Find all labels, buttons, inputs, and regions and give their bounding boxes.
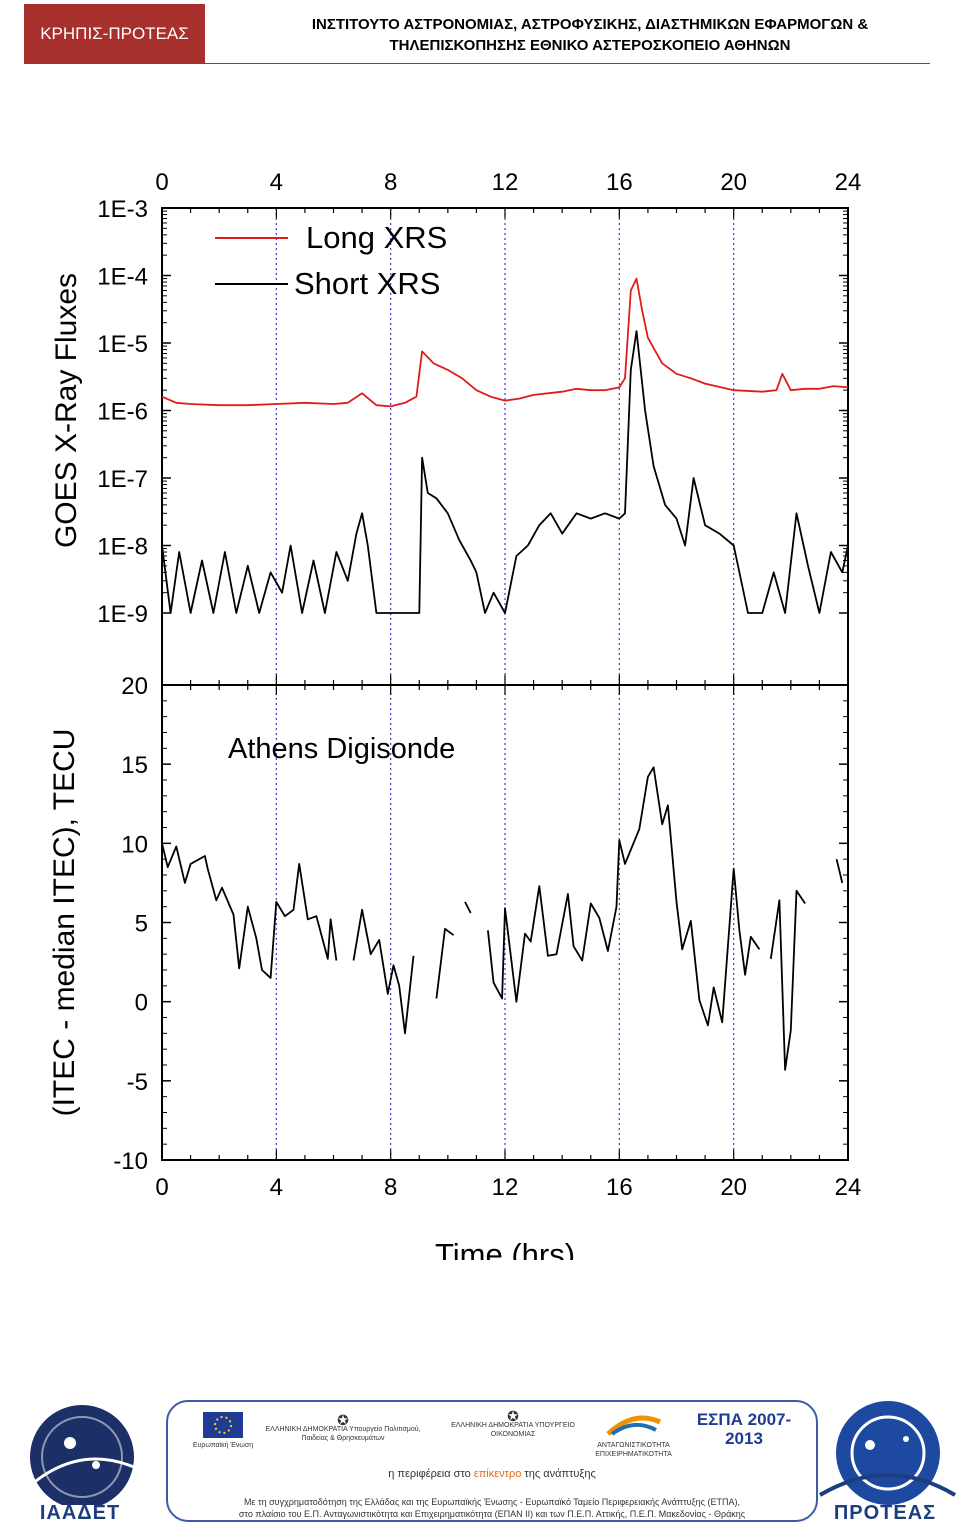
ministry-culture-text: ΕΛΛΗΝΙΚΗ ΔΗΜΟΚΡΑΤΙΑ Υπουργείο Πολιτισμού…: [265, 1426, 421, 1442]
xtick-label-top: 4: [270, 169, 283, 196]
program-logo: ΑΝΤΑΓΩΝΙΣΤΙΚΟΤΗΤΑ ΕΠΙΧΕΙΡΗΜΑΤΙΚΟΤΗΤΑ: [586, 1412, 681, 1459]
xtick-label-top: 24: [835, 169, 862, 196]
xtick-label-top: 12: [492, 169, 519, 196]
ytick-label-top: 1E-7: [97, 466, 148, 493]
xtick-label-top: 8: [384, 169, 397, 196]
tec-segment-1: [352, 908, 415, 1035]
header-divider: [24, 63, 930, 64]
ytick-label-top: 1E-4: [97, 264, 148, 291]
tec-segment-3: [464, 901, 472, 914]
ylabel-bottom: (ITEC - median ITEC), TECU: [48, 729, 81, 1117]
header-title-line1: ΙΝΣΤΙΤΟΥΤΟ ΑΣΤΡΟΝΟΜΙΑΣ, ΑΣΤΡΟΦΥΣΙΚΗΣ, ΔΙ…: [311, 16, 869, 33]
funding-note: Με τη συγχρηματοδότηση της Ελλάδας και τ…: [168, 1496, 816, 1520]
tec-segment-0: [161, 843, 338, 979]
ministry-economy-logo: ✪ ΕΛΛΗΝΙΚΗ ΔΗΜΟΚΡΑΤΙΑ ΥΠΟΥΡΓΕΙΟ ΟΙΚΟΝΟΜΙ…: [448, 1408, 578, 1439]
ytick-label-bottom: 20: [121, 673, 148, 700]
greek-emblem-icon: ✪: [337, 1412, 349, 1428]
ytick-label-top: 1E-5: [97, 331, 148, 358]
eu-logo: Ευρωπαϊκή Ένωση: [188, 1412, 258, 1450]
series-line-long-xrs: [161, 277, 849, 408]
series-line-short-xrs: [161, 330, 849, 614]
xtick-label-bottom: 0: [155, 1174, 168, 1201]
ytick-label-bottom: 5: [135, 911, 148, 938]
iaadet-emblem-icon: [18, 1405, 151, 1509]
xtick-label-bottom: 12: [492, 1174, 519, 1201]
legend-label-0: Long XRS: [306, 220, 447, 255]
funding-note-line2: στο πλαίσιο του Ε.Π. Ανταγωνιστικότητα κ…: [238, 1509, 746, 1519]
tagline-part3: της ανάπτυξης: [521, 1468, 596, 1480]
iaadet-logo: ΙΑΑΔΕΤ: [0, 1395, 160, 1529]
panel-annotation: Athens Digisonde: [228, 733, 455, 765]
header-title: ΙΝΣΤΙΤΟΥΤΟ ΑΣΤΡΟΝΟΜΙΑΣ, ΑΣΤΡΟΦΥΣΙΚΗΣ, ΔΙ…: [230, 14, 950, 56]
ylabel-top: GOES X-Ray Fluxes: [50, 273, 83, 548]
ytick-label-bottom: 10: [121, 831, 148, 858]
xtick-label-bottom: 24: [835, 1174, 862, 1201]
xtick-label-top: 0: [155, 169, 168, 196]
proteas-logo: ΠΡΟΤΕΑΣ: [810, 1395, 960, 1529]
xtick-label-bottom: 20: [720, 1174, 747, 1201]
greek-emblem-icon-2: ✪: [507, 1408, 519, 1424]
ytick-label-bottom: -10: [113, 1148, 148, 1175]
ministry-economy-text: ΕΛΛΗΝΙΚΗ ΔΗΜΟΚΡΑΤΙΑ ΥΠΟΥΡΓΕΙΟ ΟΙΚΟΝΟΜΙΑΣ: [451, 1422, 575, 1438]
xtick-label-bottom: 16: [606, 1174, 633, 1201]
banner-tagline: η περιφέρεια στο επίκεντρο της ανάπτυξης: [168, 1468, 816, 1480]
header-badge: ΚΡΗΠΙΣ-ΠΡΟΤΕΑΣ: [24, 4, 205, 64]
funding-banner: Ευρωπαϊκή Ένωση ✪ ΕΛΛΗΝΙΚΗ ΔΗΜΟΚΡΑΤΙΑ Υπ…: [166, 1400, 818, 1522]
xtick-label-top: 20: [720, 169, 747, 196]
espa-logo: ΕΣΠΑ 2007-2013: [694, 1410, 794, 1448]
ministry-culture-logo: ✪ ΕΛΛΗΝΙΚΗ ΔΗΜΟΚΡΑΤΙΑ Υπουργείο Πολιτισμ…: [258, 1412, 428, 1443]
ytick-label-bottom: -5: [127, 1069, 148, 1096]
xray-tec-chart: 1E-9 1E-8 1E-7 1E-6 1E-5 1E-4 1E-3 -10 -5 0 5 10 15 2…: [48, 169, 862, 1260]
legend-label-1: Short XRS: [294, 266, 440, 301]
ytick-label-bottom: 15: [121, 752, 148, 779]
xtick-label-bottom: 4: [270, 1174, 283, 1201]
ytick-label-top: 1E-6: [97, 399, 148, 426]
tec-segment-4: [487, 766, 761, 1027]
eu-logo-text: Ευρωπαϊκή Ένωση: [192, 1442, 254, 1449]
tagline-part1: η περιφέρεια στο: [388, 1468, 474, 1480]
ytick-label-top: 1E-3: [97, 196, 148, 223]
tec-segment-6: [835, 858, 844, 884]
xtick-label-bottom: 8: [384, 1174, 397, 1201]
proteas-emblem-icon: [818, 1401, 957, 1505]
tec-segment-5: [769, 889, 806, 1071]
espa-logo-text: ΕΣΠΑ 2007-2013: [696, 1410, 792, 1448]
ytick-label-bottom: 0: [135, 990, 148, 1017]
tagline-highlight: επίκεντρο: [473, 1468, 522, 1480]
proteas-logo-text: ΠΡΟΤΕΑΣ: [833, 1502, 937, 1524]
program-arrow-icon: [605, 1415, 661, 1436]
tec-segment-2: [435, 927, 455, 999]
xlabel: Time (hrs): [435, 1237, 575, 1260]
footer: ΙΑΑΔΕΤ Ευρωπαϊκή Ένωση ✪ ΕΛΛΗΝΙΚΗ ΔΗΜΟΚΡ…: [0, 1395, 960, 1529]
funding-note-line1: Με τη συγχρηματοδότηση της Ελλάδας και τ…: [244, 1497, 740, 1507]
program-logo-text: ΑΝΤΑΓΩΝΙΣΤΙΚΟΤΗΤΑ ΕΠΙΧΕΙΡΗΜΑΤΙΚΟΤΗΤΑ: [595, 1442, 672, 1458]
xtick-label-top: 16: [606, 169, 633, 196]
eu-flag-icon: [203, 1412, 243, 1438]
iaadet-logo-text: ΙΑΑΔΕΤ: [39, 1502, 121, 1524]
ytick-label-top: 1E-9: [97, 601, 148, 628]
header-title-line2: ΤΗΛΕΠΙΣΚΟΠΗΣΗΣ ΕΘΝΙΚΟ ΑΣΤΕΡΟΣΚΟΠΕΙΟ ΑΘΗΝ…: [389, 37, 791, 54]
ytick-label-top: 1E-8: [97, 534, 148, 561]
